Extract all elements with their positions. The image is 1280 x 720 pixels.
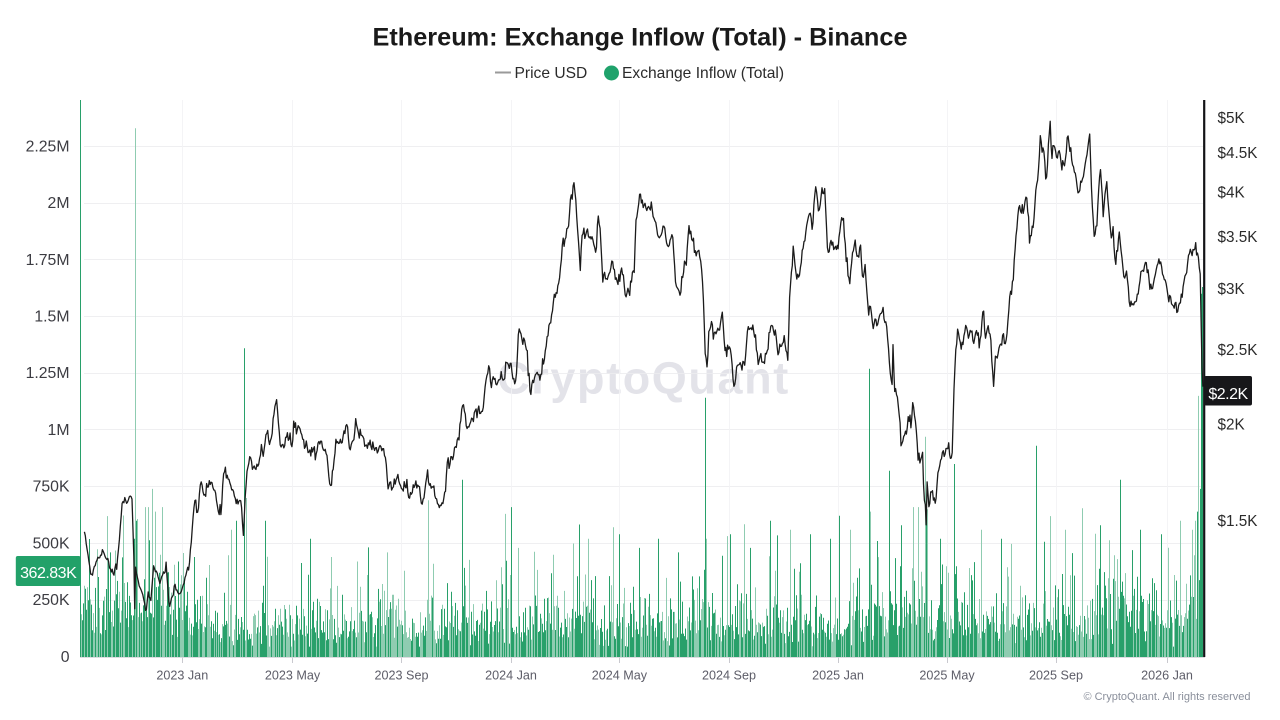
svg-text:$4K: $4K — [1218, 185, 1246, 202]
svg-text:Ethereum: Exchange Inflow (Tot: Ethereum: Exchange Inflow (Total) - Bina… — [372, 24, 907, 52]
svg-text:Price USD: Price USD — [515, 65, 588, 82]
svg-text:2023 Jan: 2023 Jan — [156, 669, 208, 683]
svg-text:250K: 250K — [33, 592, 70, 609]
svg-text:2024 Jan: 2024 Jan — [485, 669, 537, 683]
svg-text:1.25M: 1.25M — [26, 365, 70, 382]
svg-text:2025 Sep: 2025 Sep — [1029, 669, 1083, 683]
svg-text:750K: 750K — [33, 479, 70, 496]
svg-text:$2.2K: $2.2K — [1208, 386, 1248, 403]
svg-text:500K: 500K — [33, 535, 70, 552]
svg-text:2023 Sep: 2023 Sep — [375, 669, 429, 683]
svg-text:2024 Sep: 2024 Sep — [702, 669, 756, 683]
svg-text:$4.5K: $4.5K — [1218, 145, 1259, 162]
svg-text:2023 May: 2023 May — [265, 669, 321, 683]
svg-text:1.5M: 1.5M — [34, 309, 69, 326]
svg-text:1.75M: 1.75M — [26, 252, 70, 269]
svg-text:$3.5K: $3.5K — [1218, 229, 1259, 246]
svg-text:2026 Jan: 2026 Jan — [1141, 669, 1193, 683]
svg-text:$5K: $5K — [1218, 110, 1246, 127]
svg-text:2M: 2M — [48, 195, 70, 212]
svg-text:CryptoQuant: CryptoQuant — [497, 353, 790, 404]
svg-text:0: 0 — [61, 649, 70, 666]
svg-text:1M: 1M — [48, 422, 70, 439]
svg-text:$2.5K: $2.5K — [1218, 342, 1259, 359]
svg-text:2.25M: 2.25M — [26, 138, 70, 155]
svg-text:Exchange Inflow (Total): Exchange Inflow (Total) — [622, 65, 784, 82]
svg-text:2025 Jan: 2025 Jan — [812, 669, 864, 683]
svg-text:$2K: $2K — [1218, 417, 1246, 434]
svg-text:2025 May: 2025 May — [919, 669, 975, 683]
svg-text:$1.5K: $1.5K — [1218, 513, 1259, 530]
svg-text:© CryptoQuant. All rights rese: © CryptoQuant. All rights reserved — [1083, 691, 1250, 703]
svg-text:362.83K: 362.83K — [20, 565, 77, 582]
svg-text:2024 May: 2024 May — [592, 669, 648, 683]
svg-text:$3K: $3K — [1218, 281, 1246, 298]
